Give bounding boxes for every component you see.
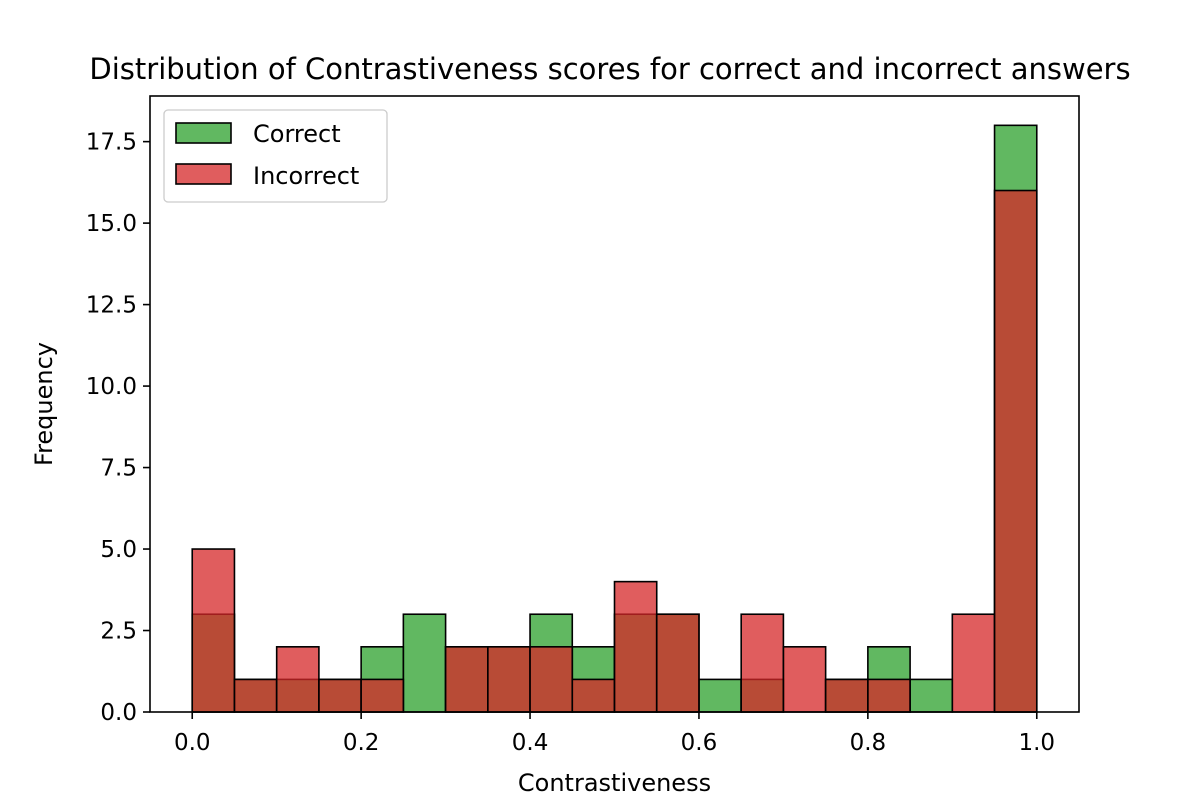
bar-incorrect-2	[275, 646, 320, 713]
bar-incorrect-18	[951, 613, 996, 713]
legend-label-correct: Correct	[253, 120, 341, 148]
x-tick-label: 0.4	[512, 730, 549, 756]
bar-incorrect-6	[444, 646, 489, 713]
x-tick-label: 1.0	[1018, 730, 1055, 756]
y-tick-label: 2.5	[100, 619, 137, 645]
bars-layer	[191, 124, 1038, 713]
x-tick-label: 0.6	[681, 730, 718, 756]
legend-label-incorrect: Incorrect	[253, 162, 359, 190]
chart-title: Distribution of Contrastiveness scores f…	[89, 52, 1130, 86]
bar-correct-17	[909, 678, 954, 713]
bar-incorrect-9	[571, 678, 616, 713]
x-tick-label: 0.0	[174, 730, 211, 756]
bar-correct-12	[698, 678, 742, 713]
y-axis-label: Frequency	[30, 342, 58, 466]
y-tick-label: 7.5	[100, 456, 137, 482]
y-axis: 0.0 2.5 5.0 7.5 10.0 12.5 15.0 17.5	[86, 130, 150, 726]
bar-incorrect-10	[613, 580, 658, 713]
bar-incorrect-16	[867, 678, 911, 713]
x-tick-label: 0.2	[343, 730, 380, 756]
bar-incorrect-4	[360, 678, 405, 713]
y-tick-label: 0.0	[100, 700, 137, 726]
bar-correct-5	[402, 613, 447, 713]
bar-incorrect-14	[782, 646, 827, 713]
y-tick-label: 10.0	[86, 374, 137, 400]
bar-incorrect-7	[487, 646, 531, 713]
bar-incorrect-1	[233, 678, 278, 713]
bar-incorrect-0	[191, 548, 236, 713]
x-axis: 0.0 0.2 0.4 0.6 0.8 1.0	[174, 712, 1055, 756]
x-axis-label: Contrastiveness	[518, 769, 711, 797]
y-tick-label: 17.5	[86, 130, 137, 156]
x-tick-label: 0.8	[850, 730, 887, 756]
legend-swatch-correct	[175, 122, 232, 144]
plot-area-frame	[149, 95, 1080, 713]
bar-incorrect-15	[824, 678, 869, 713]
bar-incorrect-8	[529, 646, 574, 713]
y-tick-label: 15.0	[86, 211, 137, 237]
legend-swatch-incorrect	[175, 163, 232, 185]
y-tick-label: 5.0	[100, 537, 137, 563]
y-tick-label: 12.5	[86, 293, 137, 319]
bar-incorrect-19	[993, 189, 1038, 713]
bar-incorrect-11	[655, 613, 700, 713]
legend: Correct Incorrect	[163, 109, 388, 203]
bar-incorrect-13	[740, 613, 785, 713]
bar-incorrect-3	[318, 678, 362, 713]
